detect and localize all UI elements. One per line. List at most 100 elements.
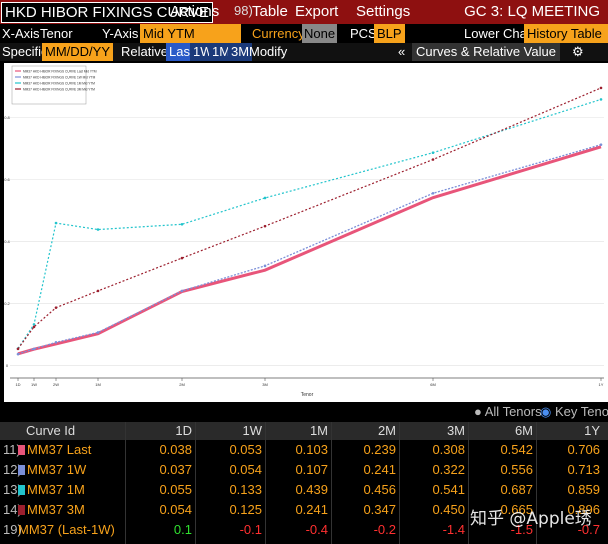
header-row (0, 422, 608, 440)
option[interactable]: 3M (228, 43, 253, 61)
cell: 0.439 (295, 482, 328, 497)
point (96, 228, 100, 231)
cell: 0.706 (567, 442, 600, 457)
x-tick-label: 6M (430, 382, 436, 387)
point (180, 256, 184, 260)
header-cell: 1D (175, 423, 192, 438)
point (180, 222, 184, 226)
cell: 0.713 (567, 462, 600, 477)
collapse[interactable]: « (398, 44, 406, 59)
column-divider (125, 422, 126, 544)
x-tick-label: 2M (179, 382, 185, 387)
point (263, 196, 267, 200)
header-cell: 1Y (584, 423, 600, 438)
cell: 0.103 (295, 442, 328, 457)
legend-label: MM37 HKD HIBOR FIXINGS CURVE 1M Mid YTM (23, 81, 95, 85)
cell: 0.038 (159, 442, 192, 457)
label: X-Axis (2, 26, 40, 41)
toggle-label: All Tenors (484, 404, 542, 419)
column-divider (331, 422, 332, 544)
point (32, 347, 36, 351)
plot-background (4, 63, 608, 402)
cell: 0.125 (229, 502, 262, 517)
row-swatch (18, 465, 25, 475)
x-tick-label: 1W (31, 382, 37, 387)
column-divider (536, 422, 537, 544)
cell: -0.1 (239, 522, 262, 537)
toggle-label: Key Tenors (554, 404, 608, 419)
dropdown[interactable]: Mid YTM (140, 24, 241, 43)
label: Relative (121, 44, 168, 59)
point (599, 98, 603, 101)
gear[interactable]: ⚙ (572, 44, 584, 59)
label: Lower Chart (464, 26, 535, 41)
cell: 0.054 (229, 462, 262, 477)
menu[interactable]: Table (252, 3, 288, 20)
cell: 0.665 (500, 502, 533, 517)
series-line (17, 87, 602, 350)
x-tick-label: 3M (262, 382, 268, 387)
cell: -0.7 (577, 522, 600, 537)
option[interactable]: 1M (209, 43, 234, 61)
row-id: 12) (3, 462, 22, 477)
header-cell: Curve Id (26, 423, 76, 438)
radio[interactable]: ◉ Key Tenors (540, 402, 608, 422)
cell: 0.107 (295, 462, 328, 477)
row-id: 14) (3, 502, 22, 517)
field[interactable]: BLP (374, 24, 405, 43)
button[interactable]: Modify (249, 44, 288, 59)
x-tick-label: 1D (15, 382, 20, 387)
cell: 0.541 (432, 482, 465, 497)
cell: 0.322 (432, 462, 465, 477)
cell: -1.4 (442, 522, 465, 537)
label: Y-Axis (102, 26, 139, 41)
point (599, 143, 603, 146)
row-id: 13) (3, 482, 22, 497)
radio[interactable]: ● All Tenors (474, 404, 542, 419)
cell: 0.450 (432, 502, 465, 517)
cell: 0.241 (363, 462, 396, 477)
legend-label: MM37 HKD HIBOR FIXINGS CURVE 1W Mid YTM (23, 75, 96, 79)
cell: 0.456 (363, 482, 396, 497)
row-swatch (18, 505, 25, 515)
x-tick-label: 1Y (599, 382, 604, 387)
cell: 0.055 (159, 482, 192, 497)
label: Currency (252, 26, 305, 41)
row-name: MM37 3M (27, 502, 85, 517)
y-tick-label: 0.4 (4, 239, 10, 244)
column-divider (195, 422, 196, 544)
dropdown[interactable]: History Table (524, 24, 608, 43)
panel-title: Curves & Relative Value (412, 43, 560, 61)
point (54, 306, 58, 309)
menu[interactable]: Export (295, 3, 339, 20)
row-swatch (18, 485, 25, 495)
option[interactable]: Last (166, 43, 197, 61)
y-tick-label: 0 (6, 363, 9, 368)
header-cell: 2M (377, 423, 396, 438)
header-cell: 1W (242, 423, 263, 438)
dropdown[interactable]: None (302, 24, 338, 43)
point (263, 224, 267, 228)
x-axis-title: Tenor (301, 392, 314, 398)
label: Specific (2, 44, 48, 59)
legend-label: MM37 HKD HIBOR FIXINGS CURVE Last Mid YT… (23, 69, 97, 73)
row-name: MM37 1W (27, 462, 87, 477)
point (180, 289, 184, 293)
x-tick-label: 2W (53, 382, 59, 387)
cell: 0.896 (567, 502, 600, 517)
date-field[interactable]: MM/DD/YY (42, 43, 113, 61)
menu[interactable]: Actions (170, 3, 220, 20)
menu[interactable]: Settings (356, 3, 411, 20)
point (431, 151, 435, 155)
cell: 0.859 (567, 482, 600, 497)
point (599, 86, 603, 90)
cell: 0.687 (500, 482, 533, 497)
cell: 0.037 (159, 462, 192, 477)
value[interactable]: Tenor (40, 26, 73, 41)
point (431, 158, 435, 161)
row-id: 11) (3, 442, 21, 457)
cell: -0.4 (305, 522, 328, 537)
row-name: MM37 1M (27, 482, 85, 497)
row-swatch (18, 445, 25, 455)
